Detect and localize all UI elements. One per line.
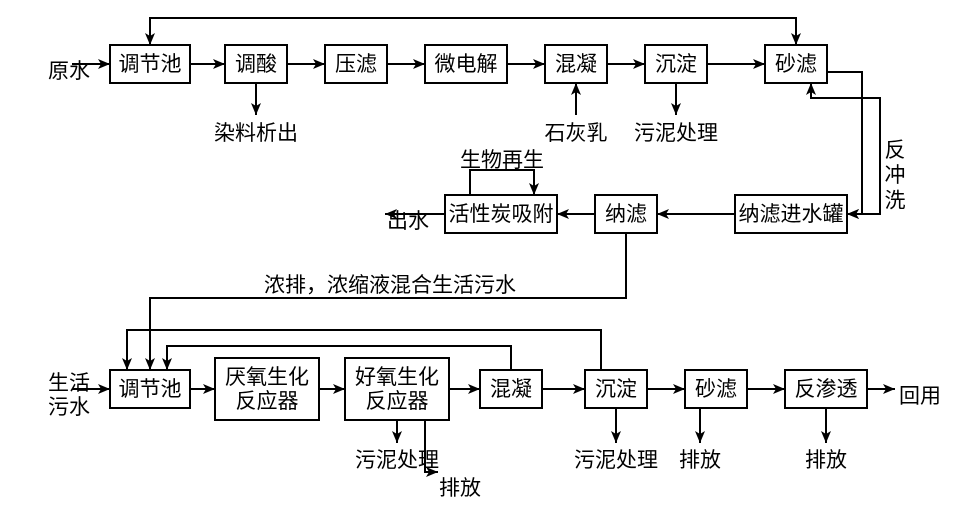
node-b_haoyang: 好氧生化反应器 <box>345 358 449 420</box>
node-label: 厌氧生化 <box>225 365 309 389</box>
node-label: 好氧生化 <box>355 365 439 389</box>
flowchart-diagram: 调节池调酸压滤微电解混凝沉淀砂滤活性炭吸附纳滤纳滤进水罐调节池厌氧生化反应器好氧… <box>0 0 956 500</box>
label-l_paifang1: 排放 <box>439 476 481 500</box>
node-label: 调酸 <box>235 52 277 76</box>
node-label: 反渗透 <box>795 377 858 401</box>
node-label: 压滤 <box>335 52 377 76</box>
node-b_fanshentou: 反渗透 <box>785 370 867 408</box>
node-label: 微电解 <box>435 52 498 76</box>
node-b_chendian2: 沉淀 <box>585 370 647 408</box>
label-l_shenghuo: 污水 <box>48 395 90 419</box>
node-label: 砂滤 <box>775 52 817 76</box>
node-label: 混凝 <box>555 52 597 76</box>
connector-p_shengwu <box>470 170 534 195</box>
label-l_fanchongxi: 洗 <box>885 188 906 212</box>
node-b_chendian1: 沉淀 <box>645 45 707 83</box>
node-b_shalu2: 砂滤 <box>685 370 747 408</box>
node-label: 纳滤进水罐 <box>739 202 844 226</box>
node-label: 砂滤 <box>695 377 737 401</box>
node-label: 纳滤 <box>605 202 647 226</box>
node-b_tiaojie2: 调节池 <box>110 370 190 408</box>
node-label: 沉淀 <box>655 52 697 76</box>
node-b_nalujin: 纳滤进水罐 <box>735 195 847 233</box>
node-b_hunning1: 混凝 <box>545 45 607 83</box>
label-l_shengwu: 生物再生 <box>460 148 544 172</box>
label-l_fanchongxi: 反 <box>885 138 906 162</box>
label-l_wunichuli3: 污泥处理 <box>574 448 658 472</box>
node-b_weidianjie: 微电解 <box>425 45 507 83</box>
label-l_huiyong: 回用 <box>899 384 941 408</box>
connector-p_nalu_to_tiaojie2 <box>150 233 626 370</box>
label-l_yuanshui: 原水 <box>48 59 90 83</box>
node-label: 调节池 <box>119 52 182 76</box>
label-l_paifang3: 排放 <box>805 448 847 472</box>
label-l_wunichuli1: 污泥处理 <box>634 121 718 145</box>
label-l_paifang2: 排放 <box>679 448 721 472</box>
node-label: 调节池 <box>119 377 182 401</box>
label-l_shenghuo: 生活 <box>48 371 90 395</box>
node-b_nalu: 纳滤 <box>595 195 657 233</box>
label-l_wunichuli2: 污泥处理 <box>355 448 439 472</box>
node-b_yanyang: 厌氧生化反应器 <box>215 358 319 420</box>
node-label: 混凝 <box>490 377 532 401</box>
node-label: 反应器 <box>236 389 299 413</box>
node-b_tiaojie1: 调节池 <box>110 45 190 83</box>
label-l_nongpai: 浓排，浓缩液混合生活污水 <box>264 273 516 297</box>
node-b_hunning2: 混凝 <box>480 370 542 408</box>
label-l_fanchongxi: 冲 <box>885 163 906 187</box>
node-label: 沉淀 <box>595 377 637 401</box>
node-label: 反应器 <box>366 389 429 413</box>
connector-p_shalu_to_tiaojie <box>150 18 796 45</box>
label-l_chushui: 出水 <box>387 209 429 233</box>
connector-p_shalu_to_nalujin <box>827 72 862 214</box>
node-b_yalu: 压滤 <box>325 45 387 83</box>
label-l_shihuiru: 石灰乳 <box>545 121 608 145</box>
node-b_shalu1: 砂滤 <box>765 45 827 83</box>
node-b_tiaosuan: 调酸 <box>225 45 287 83</box>
label-l_ranliao: 染料析出 <box>214 121 298 145</box>
node-b_huoxingtan: 活性炭吸附 <box>445 195 557 233</box>
node-label: 活性炭吸附 <box>449 202 554 226</box>
